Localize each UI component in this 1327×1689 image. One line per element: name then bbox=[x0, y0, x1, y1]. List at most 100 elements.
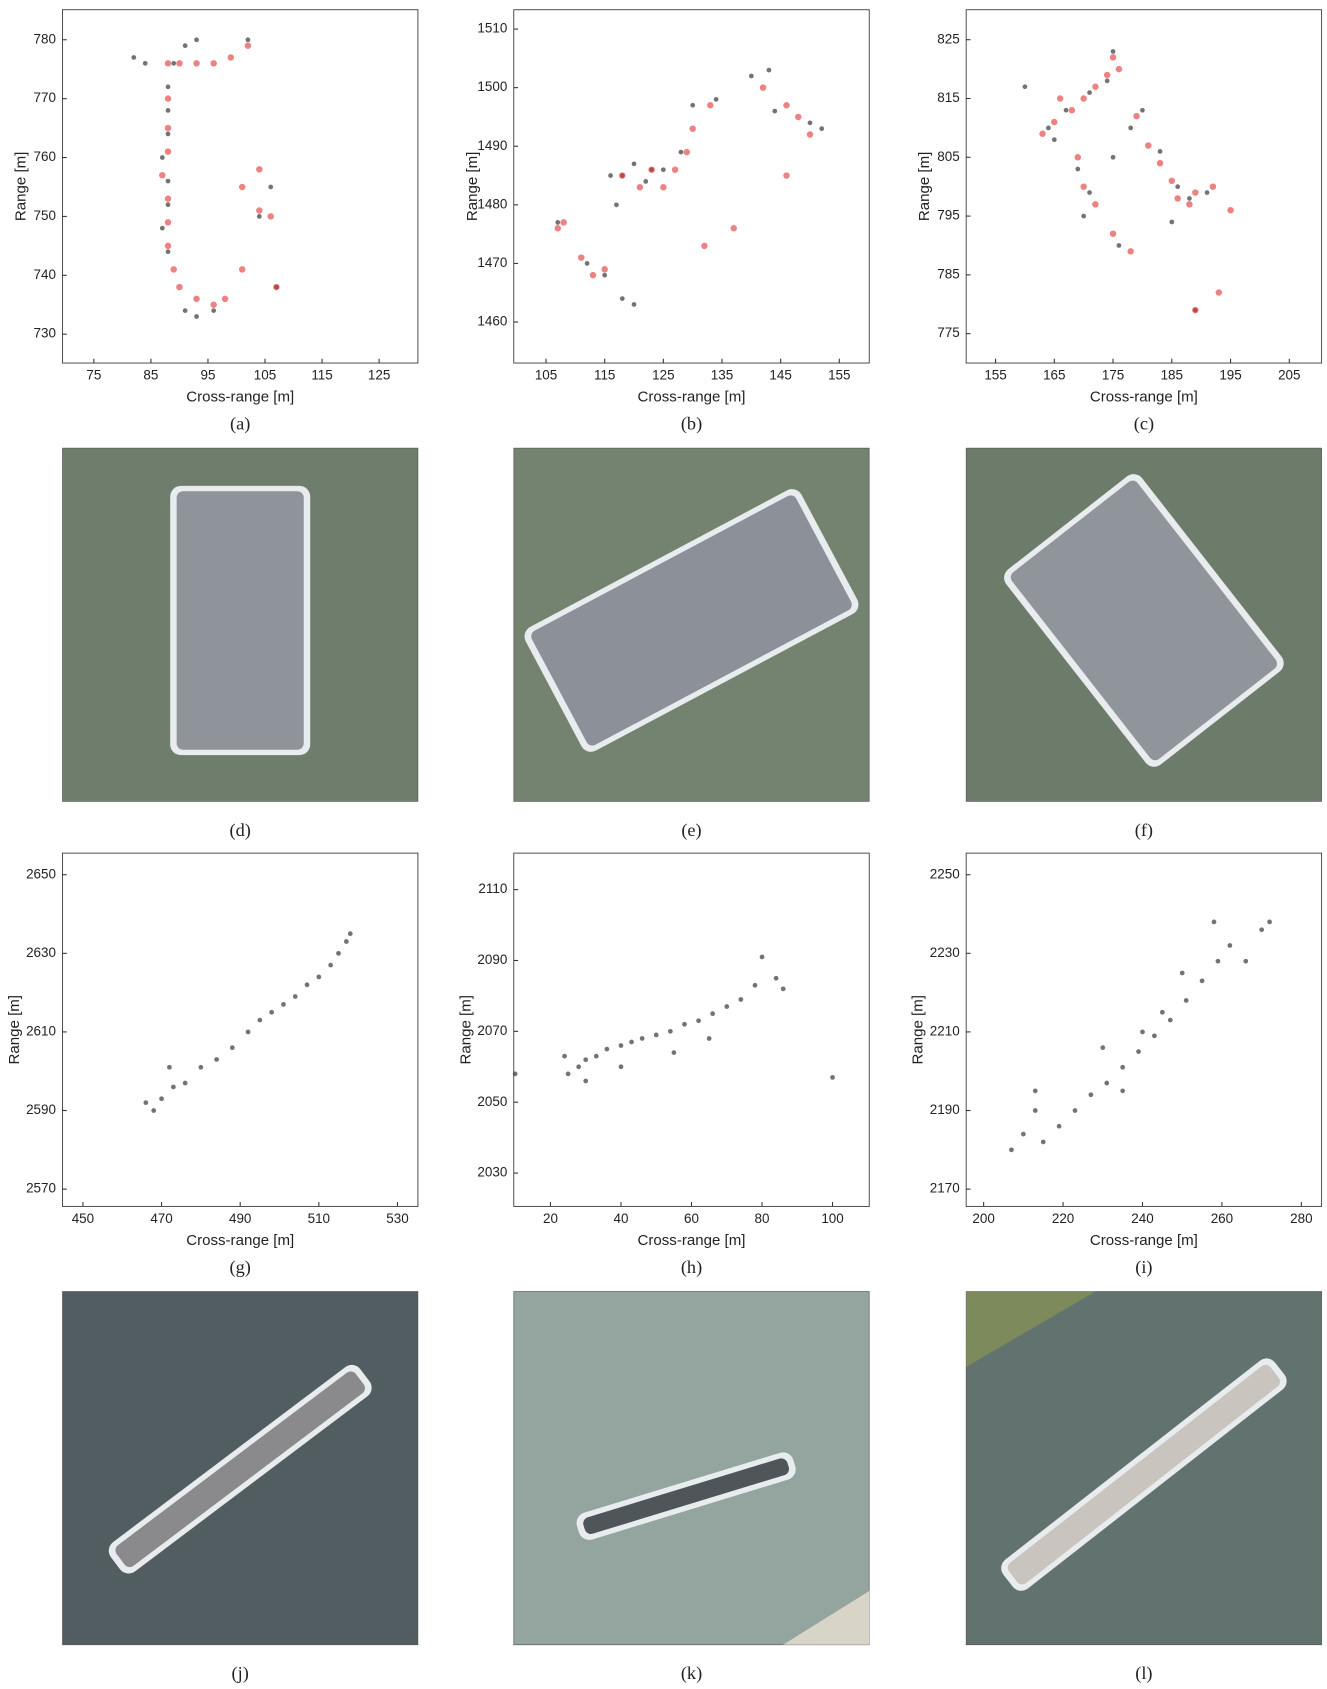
scatter-point bbox=[576, 1064, 581, 1069]
scatter-point bbox=[583, 1057, 588, 1062]
y-tick-label: 2090 bbox=[477, 952, 507, 967]
scatter-point bbox=[165, 60, 171, 66]
x-axis-label: Cross-range [m] bbox=[638, 388, 746, 405]
scatter-point bbox=[590, 272, 596, 278]
x-tick-label: 530 bbox=[386, 1211, 408, 1226]
scatter-point bbox=[131, 55, 136, 60]
scatter-point bbox=[1227, 207, 1233, 213]
scatter-point bbox=[1210, 183, 1216, 189]
y-axis-label: Range [m] bbox=[457, 995, 474, 1065]
scatter-point bbox=[176, 60, 182, 66]
scatter-point bbox=[165, 219, 171, 225]
scatter-point bbox=[1133, 113, 1139, 119]
scatter-point bbox=[214, 1057, 219, 1062]
scatter-point bbox=[783, 172, 789, 178]
scatter-point bbox=[1175, 184, 1180, 189]
scatter-point bbox=[1243, 959, 1248, 964]
scatter-point bbox=[1228, 943, 1233, 948]
scatter-point bbox=[710, 1011, 715, 1016]
scatter-point bbox=[679, 150, 684, 155]
scatter-point bbox=[1087, 90, 1092, 95]
scatter-point bbox=[578, 254, 584, 260]
x-tick-label: 240 bbox=[1131, 1211, 1153, 1226]
y-tick-label: 2570 bbox=[26, 1181, 56, 1196]
scatter-point bbox=[689, 125, 695, 131]
x-tick-label: 115 bbox=[311, 368, 332, 383]
scatter-point bbox=[707, 102, 713, 108]
scatter-point bbox=[1145, 142, 1151, 148]
scatter-point bbox=[1136, 1049, 1141, 1054]
y-tick-label: 2230 bbox=[930, 945, 960, 960]
scatter-point bbox=[246, 37, 251, 42]
x-tick-label: 75 bbox=[86, 368, 101, 383]
x-axis-label: Cross-range [m] bbox=[638, 1232, 746, 1249]
caption: (j) bbox=[232, 1663, 249, 1684]
y-tick-label: 760 bbox=[34, 149, 56, 164]
scatter-point bbox=[293, 994, 298, 999]
x-tick-label: 185 bbox=[1161, 368, 1183, 383]
caption: (i) bbox=[1135, 1257, 1152, 1278]
x-tick-label: 175 bbox=[1102, 368, 1124, 383]
y-axis-label: Range [m] bbox=[464, 152, 481, 221]
y-tick-label: 825 bbox=[937, 31, 959, 46]
y-tick-label: 775 bbox=[937, 325, 959, 340]
x-tick-label: 125 bbox=[368, 368, 390, 383]
scatter-point bbox=[165, 148, 171, 154]
scatter-point bbox=[166, 108, 171, 113]
scatter-point bbox=[774, 976, 779, 981]
y-tick-label: 1470 bbox=[477, 255, 507, 270]
scatter-point bbox=[643, 179, 648, 184]
scatter-point bbox=[1075, 154, 1081, 160]
x-tick-label: 60 bbox=[684, 1211, 699, 1226]
scatter-point bbox=[1110, 230, 1116, 236]
scatter-point bbox=[1140, 108, 1145, 113]
scatter-point bbox=[228, 54, 234, 60]
plot-area bbox=[514, 10, 869, 363]
scatter-point bbox=[269, 1010, 274, 1015]
scatter-point bbox=[170, 266, 176, 272]
scatter-point bbox=[707, 1036, 712, 1041]
scatter-point bbox=[1080, 183, 1086, 189]
scatter-point bbox=[1116, 66, 1122, 72]
scatter-point bbox=[1169, 220, 1174, 225]
y-tick-label: 785 bbox=[937, 266, 959, 281]
caption: (h) bbox=[681, 1257, 702, 1278]
scatter-point bbox=[1117, 243, 1122, 248]
scatter-point bbox=[1069, 107, 1075, 113]
x-tick-label: 95 bbox=[200, 368, 215, 383]
scatter-point bbox=[1110, 54, 1116, 60]
scatter-point bbox=[328, 963, 333, 968]
y-tick-label: 740 bbox=[34, 267, 56, 282]
scatter-point bbox=[1152, 1033, 1157, 1038]
scatter-point bbox=[583, 1079, 588, 1084]
scatter-point bbox=[143, 61, 148, 66]
y-tick-label: 2190 bbox=[930, 1102, 960, 1117]
scatter-point bbox=[1092, 201, 1098, 207]
scatter-point bbox=[619, 1043, 624, 1048]
y-tick-label: 1480 bbox=[477, 196, 507, 211]
scatter-point bbox=[1186, 201, 1192, 207]
x-tick-label: 205 bbox=[1278, 368, 1300, 383]
x-tick-label: 105 bbox=[254, 368, 276, 383]
figure: 758595105115125730740750760770780Cross-r… bbox=[0, 0, 1327, 1689]
photo-panel: (j) bbox=[62, 1292, 417, 1685]
scatter-point bbox=[1052, 137, 1057, 142]
scatter-point bbox=[1216, 289, 1222, 295]
plot-area bbox=[966, 853, 1321, 1206]
scatter-point bbox=[281, 1002, 286, 1007]
scatter-point bbox=[1169, 178, 1175, 184]
x-tick-label: 195 bbox=[1219, 368, 1241, 383]
scatter-point bbox=[560, 219, 566, 225]
scatter-point bbox=[614, 202, 619, 207]
scatter-point bbox=[1216, 959, 1221, 964]
x-tick-label: 135 bbox=[711, 368, 733, 383]
scatter-point bbox=[602, 273, 607, 278]
scatter-point bbox=[1039, 131, 1045, 137]
plot-area bbox=[966, 10, 1321, 363]
scatter-point bbox=[605, 1047, 610, 1052]
scatter-point bbox=[1057, 95, 1063, 101]
scatter-point bbox=[165, 95, 171, 101]
x-tick-label: 100 bbox=[821, 1211, 843, 1226]
scatter-point bbox=[159, 172, 165, 178]
scatter-point bbox=[1212, 920, 1217, 925]
